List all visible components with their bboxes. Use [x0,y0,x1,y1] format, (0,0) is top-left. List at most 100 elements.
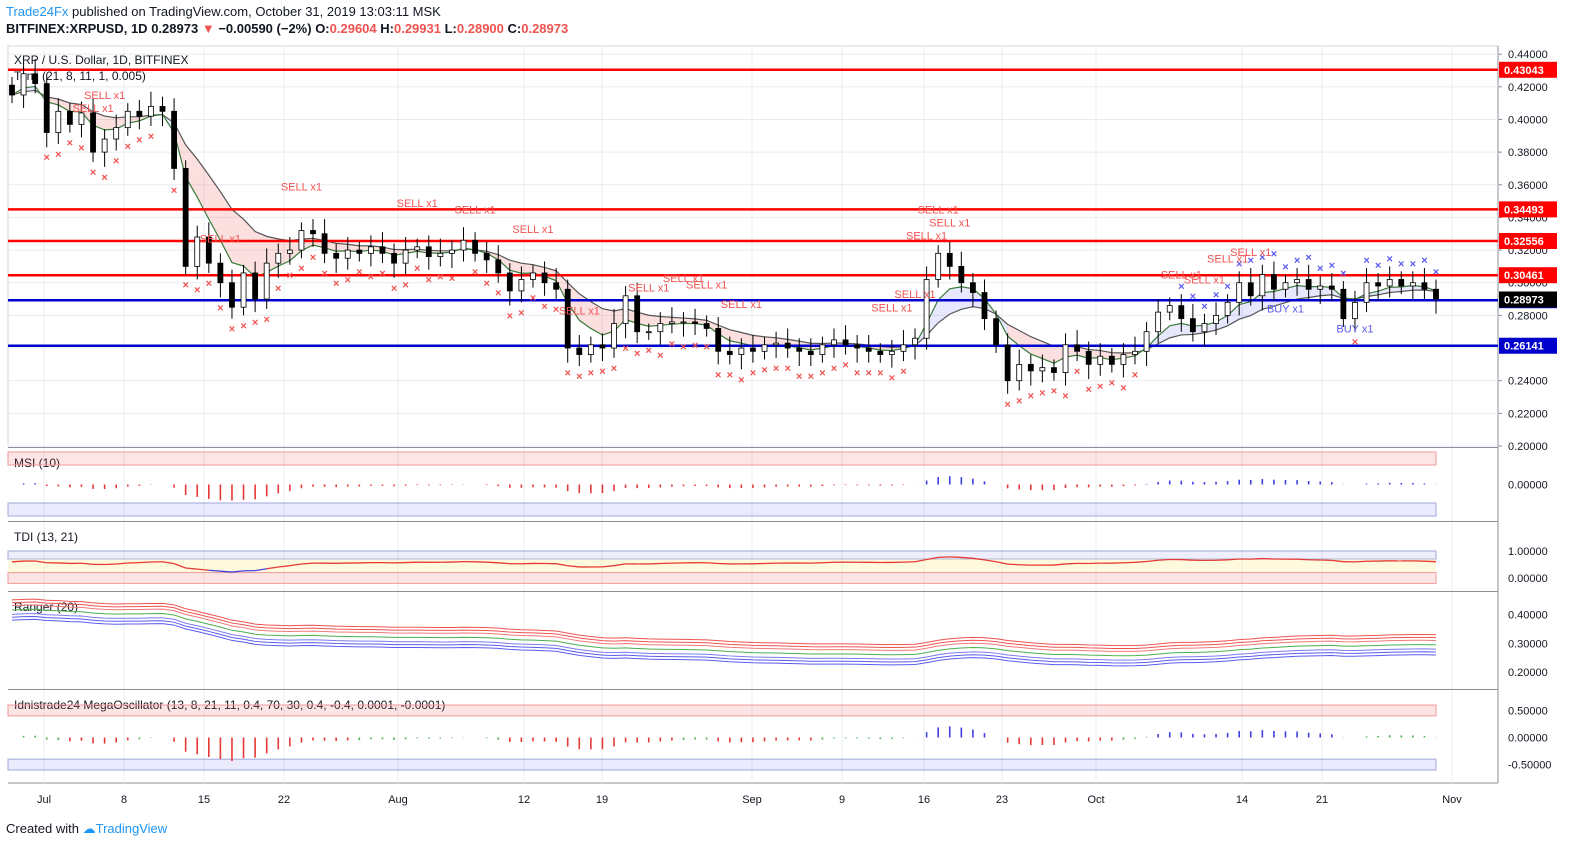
bear-candle [703,323,710,329]
bear-candle [321,233,328,254]
bull-candle [645,331,652,334]
sell-signal-label: SELL x1 [929,217,970,229]
bull-candle [275,252,282,264]
bear-candle [970,282,976,293]
bull-candle [935,252,942,280]
bull-candle [888,350,895,355]
tdi-line-segment [1134,560,1147,564]
buy-cross-marker: × [1410,258,1416,270]
bear-candle [946,252,953,267]
high-label: H: [380,21,394,36]
bear-candle [472,239,478,254]
bull-candle [1120,354,1127,365]
sell-cross-marker: × [622,343,628,355]
sell-cross-marker: × [507,311,513,323]
bull-candle [1259,274,1266,297]
cloud-fill [1019,330,1031,355]
bull-candle [240,272,247,308]
level-badge [1499,201,1557,218]
sell-signal-label: SELL x1 [559,306,600,318]
buy-cross-marker: × [1433,266,1439,278]
tradingview-logo-icon[interactable]: ☁ [82,821,96,836]
tdi-line-segment [1065,562,1078,565]
x-tick-label: 14 [1236,794,1248,806]
bull-candle [1386,279,1393,287]
pane-title: MSI (10) [14,456,60,470]
last-price: 0.28973 [151,21,199,36]
bear-candle [1027,363,1034,372]
bear-candle [1271,274,1277,290]
sell-signal-label: SELL x1 [1207,253,1248,265]
bull-candle [738,347,745,355]
tdi-line-segment [567,565,580,568]
bull-candle [1236,282,1243,303]
sell-cross-marker: × [44,152,50,164]
tdi-line-segment [139,561,151,564]
buy-cross-marker: × [1201,301,1207,313]
bull-candle [414,246,421,251]
cloud-fill [1030,336,1043,359]
sell-cross-marker: × [1051,386,1057,398]
bull-candle [1409,282,1416,287]
sell-cross-marker: × [148,131,154,143]
buy-cross-marker: × [1375,260,1381,272]
bull-candle [831,339,837,346]
bull-candle [1363,282,1370,303]
sell-cross-marker: × [877,368,883,380]
bear-candle [252,272,259,300]
sell-cross-marker: × [182,280,188,292]
sell-cross-marker: × [854,368,860,380]
tdi-line-segment [1297,558,1309,561]
bear-candle [1375,282,1382,287]
sell-cross-marker: × [437,271,443,283]
bull-candle [1352,301,1358,320]
bull-candle [1143,331,1150,352]
last-price-badge [1499,291,1557,308]
close-label: C: [507,21,522,36]
bear-candle [796,347,803,352]
buy-cross-marker: × [1386,253,1392,265]
cloud-fill [729,329,742,344]
sell-cross-marker: × [206,278,212,290]
sell-cross-marker: × [1085,384,1091,396]
tdi-line-segment [556,563,568,567]
sell-cross-marker: × [518,307,524,319]
cloud-fill [1285,285,1298,303]
sell-cross-marker: × [1132,369,1138,381]
sell-cross-marker: × [646,345,652,357]
publish-line: Trade24Fx published on TradingView.com, … [6,4,441,19]
chart-title: XRP / U.S. Dollar, 1D, BITFINEX [14,53,189,67]
sell-cross-marker: × [808,371,814,383]
sell-cross-marker: × [217,302,223,314]
level-badge [1499,61,1557,78]
x-tick-label: 12 [518,794,530,806]
bull-candle [55,110,62,133]
bull-candle [286,249,293,254]
tdi-line-segment [173,563,186,569]
tdi-line-segment [162,561,175,565]
symbol-label: BITFINEX:XRPUSD, 1D [6,21,148,36]
bull-candle [460,239,467,251]
bear-candle [379,246,386,254]
bear-candle [564,288,571,349]
sell-cross-marker: × [819,368,825,380]
tdi-line-segment [81,562,94,566]
sell-cross-marker: × [738,374,744,386]
tradingview-brand[interactable]: TradingView [95,821,168,836]
bull-candle [669,321,675,324]
tdi-line-segment [1181,558,1193,561]
bull-candle [367,246,374,254]
level-label: 0.32556 [1504,236,1544,248]
tdi-line-segment [926,556,939,561]
author-link[interactable]: Trade24Fx [6,4,69,19]
y-tick-label: 0.30000 [1508,638,1548,650]
tdi-line-segment [278,565,290,568]
bear-candle [541,272,548,284]
buy-cross-marker: × [1271,249,1277,261]
sell-cross-marker: × [263,314,269,326]
bull-candle [819,344,826,355]
bull-candle [1097,355,1104,365]
sell-cross-marker: × [426,275,432,287]
sell-cross-marker: × [889,373,895,385]
